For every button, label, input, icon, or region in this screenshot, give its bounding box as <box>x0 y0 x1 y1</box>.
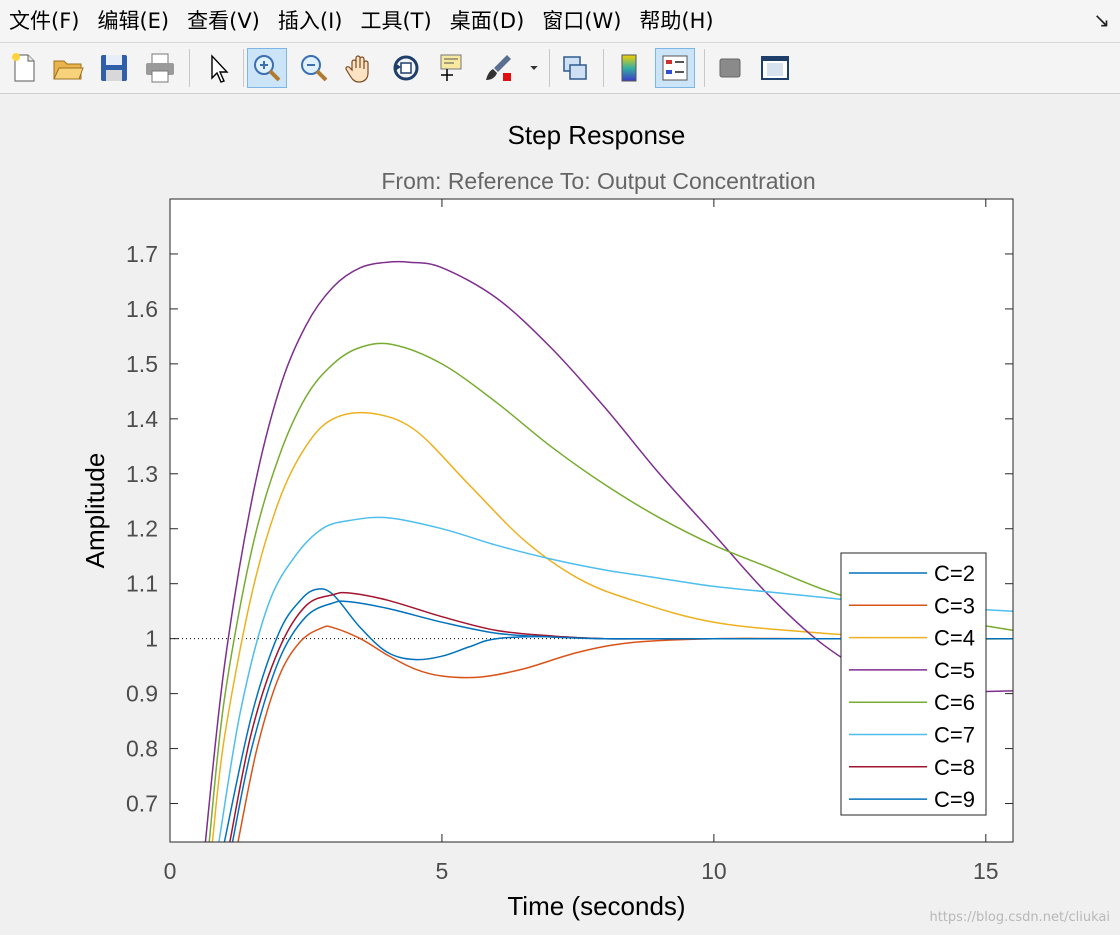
menu-desktop[interactable]: 桌面(D) <box>449 9 525 33</box>
menu-edit[interactable]: 编辑(E) <box>97 9 170 33</box>
legend-entry: C=3 <box>934 593 975 618</box>
x-tick-label: 0 <box>164 858 177 884</box>
legend-entry: C=9 <box>934 787 975 812</box>
legend-icon[interactable] <box>655 48 695 88</box>
y-tick-label: 1.2 <box>126 516 158 542</box>
y-tick-label: 1.5 <box>126 351 158 377</box>
link-plot-icon[interactable] <box>555 48 595 88</box>
legend-entry: C=6 <box>934 690 975 715</box>
series-line-c-6 <box>208 342 1013 842</box>
y-tick-label: 1.1 <box>126 571 158 597</box>
x-tick-label: 15 <box>973 858 999 884</box>
y-tick-label: 1.7 <box>126 241 158 267</box>
menu-bar: 文件(F) 编辑(E) 查看(V) 插入(I) 工具(T) 桌面(D) 窗口(W… <box>0 0 1120 43</box>
y-tick-label: 0.8 <box>126 736 158 762</box>
x-tick-label: 5 <box>436 858 449 884</box>
series-line-c-9 <box>231 600 1013 842</box>
axes-box <box>169 198 1014 843</box>
x-axis-label: Time (seconds) <box>507 891 685 921</box>
y-tick-label: 1.6 <box>126 296 158 322</box>
legend-entry: C=5 <box>934 658 975 683</box>
chart-title: Step Response <box>508 120 686 150</box>
menu-insert[interactable]: 插入(I) <box>277 9 343 33</box>
edit-plot-arrow-icon[interactable] <box>198 48 238 88</box>
figure-toolbar <box>0 43 1120 94</box>
x-tick-label: 10 <box>701 858 727 884</box>
zoom-in-icon[interactable] <box>247 48 287 88</box>
rotate-3d-icon[interactable] <box>386 48 426 88</box>
y-tick-label: 1.3 <box>126 461 158 487</box>
step-response-chart: Step Response From: Reference To: Output … <box>80 120 1014 921</box>
menu-tools[interactable]: 工具(T) <box>360 9 432 33</box>
legend-entry: C=2 <box>934 561 975 586</box>
y-tick-label: 1 <box>145 626 158 652</box>
save-icon[interactable] <box>94 48 134 88</box>
series-line-c-7 <box>218 516 1013 842</box>
watermark: https://blog.csdn.net/cliukai <box>929 910 1110 925</box>
legend-entry: C=8 <box>934 755 975 780</box>
menu-view[interactable]: 查看(V) <box>187 9 260 33</box>
show-plot-tools-icon[interactable] <box>755 48 795 88</box>
series-line-c-4 <box>211 411 1013 842</box>
menu-window[interactable]: 窗口(W) <box>542 9 622 33</box>
open-file-icon[interactable] <box>48 48 88 88</box>
dock-arrow-icon[interactable]: ↘ <box>1093 8 1110 32</box>
y-tick-label: 0.9 <box>126 681 158 707</box>
legend-entry: C=4 <box>934 626 975 651</box>
menu-help[interactable]: 帮助(H) <box>639 9 714 33</box>
brush-icon[interactable] <box>478 48 518 88</box>
legend-box[interactable] <box>840 552 987 816</box>
new-figure-icon[interactable] <box>4 48 44 88</box>
figure-area: Step Response From: Reference To: Output … <box>0 94 1120 935</box>
data-cursor-icon[interactable] <box>432 48 472 88</box>
hide-plot-tools-icon[interactable] <box>710 48 750 88</box>
y-tick-label: 0.7 <box>126 791 158 817</box>
menu-file[interactable]: 文件(F) <box>9 9 80 33</box>
pan-hand-icon[interactable] <box>340 48 380 88</box>
series-line-c-5 <box>204 260 1013 842</box>
colorbar-icon[interactable] <box>609 48 649 88</box>
brush-dropdown-icon[interactable] <box>524 48 544 88</box>
chart-subtitle: From: Reference To: Output Concentration <box>381 168 815 194</box>
y-tick-label: 1.4 <box>126 406 158 432</box>
y-axis-label: Amplitude <box>80 453 110 569</box>
print-icon[interactable] <box>140 48 180 88</box>
zoom-out-icon[interactable] <box>294 48 334 88</box>
legend-entry: C=7 <box>934 723 975 748</box>
